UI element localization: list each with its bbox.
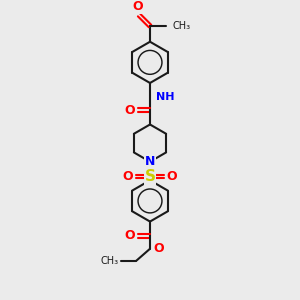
Text: O: O bbox=[124, 230, 135, 242]
Text: N: N bbox=[145, 155, 155, 168]
Text: O: O bbox=[154, 242, 164, 255]
Text: S: S bbox=[145, 169, 155, 184]
Text: O: O bbox=[124, 104, 135, 117]
Text: O: O bbox=[167, 170, 177, 183]
Text: CH₃: CH₃ bbox=[172, 21, 190, 31]
Text: O: O bbox=[123, 170, 134, 183]
Text: NH: NH bbox=[156, 92, 175, 102]
Text: CH₃: CH₃ bbox=[100, 256, 118, 266]
Text: O: O bbox=[132, 0, 143, 13]
